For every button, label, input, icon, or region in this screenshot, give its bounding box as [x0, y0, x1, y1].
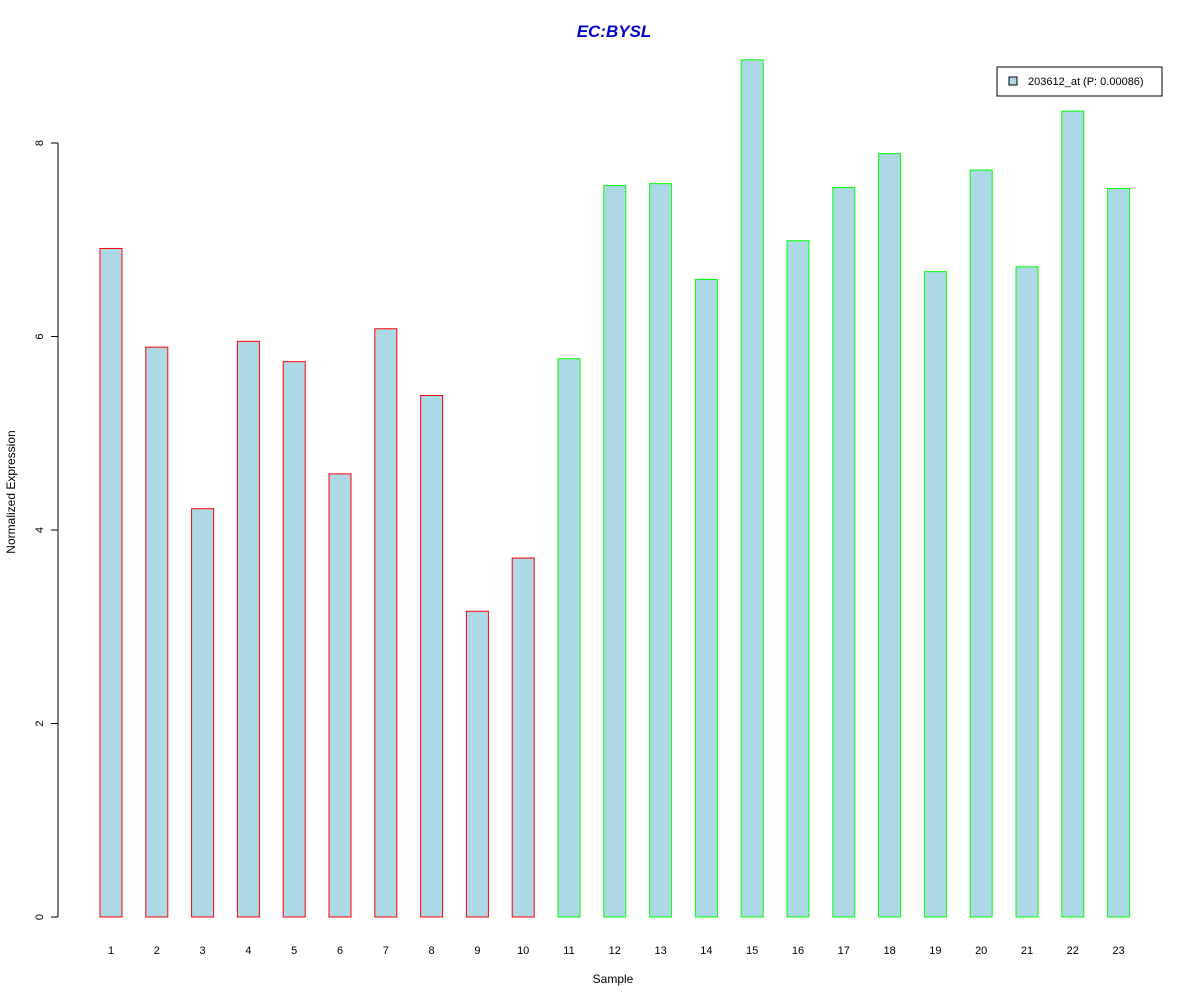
x-tick-label: 22	[1067, 945, 1079, 957]
x-tick-label: 5	[291, 945, 297, 957]
bar-sample-9	[465, 610, 489, 918]
x-tick-label: 1	[108, 945, 114, 957]
x-tick-label: 21	[1021, 945, 1033, 957]
bar-sample-23	[1107, 187, 1131, 918]
y-tick-label: 0	[34, 914, 46, 920]
bar-sample-22	[1061, 110, 1085, 918]
legend-swatch	[1008, 76, 1018, 86]
x-tick-label: 11	[563, 945, 574, 957]
bar-sample-17	[832, 187, 856, 918]
bar-sample-5	[282, 361, 306, 918]
x-tick-label: 3	[200, 945, 206, 957]
bar-sample-2	[145, 346, 169, 918]
x-axis-label: Sample	[593, 972, 634, 986]
x-tick-label: 14	[700, 945, 712, 957]
x-tick-label: 10	[517, 945, 529, 957]
x-tick-label: 2	[154, 945, 160, 957]
bars	[99, 59, 1131, 918]
bar-sample-12	[603, 185, 627, 918]
y-tick-label: 8	[34, 140, 46, 146]
bar-sample-7	[374, 328, 398, 918]
x-tick-label: 18	[883, 945, 895, 957]
legend-label: 203612_at (P: 0.00086)	[1028, 76, 1144, 88]
bar-sample-6	[328, 473, 352, 918]
y-tick-label: 2	[34, 720, 46, 726]
bar-sample-8	[420, 395, 444, 918]
x-tick-label: 16	[792, 945, 804, 957]
bar-sample-1	[99, 247, 123, 918]
y-axis-label: Normalized Expression	[4, 430, 18, 553]
x-tick-label: 15	[746, 945, 758, 957]
bar-sample-11	[557, 358, 581, 918]
x-tick-label: 4	[245, 945, 251, 957]
x-tick-label: 13	[654, 945, 666, 957]
bar-sample-15	[740, 59, 764, 918]
x-tick-label: 7	[383, 945, 389, 957]
bar-sample-14	[694, 278, 718, 918]
x-tick-label: 17	[838, 945, 850, 957]
bar-sample-21	[1015, 266, 1039, 918]
x-tick-label: 20	[975, 945, 987, 957]
x-tick-label: 6	[337, 945, 343, 957]
y-tick-label: 4	[34, 527, 46, 533]
bar-sample-16	[786, 240, 810, 918]
x-tick-labels: 1 2 3 4 5 6 7 8 9 10 11 12 13 14 15 16 17 18 19 20 21 22 23	[108, 945, 1125, 957]
y-axis: 0 2 4 6 8	[34, 140, 59, 920]
bar-sample-3	[191, 508, 215, 918]
x-tick-label: 19	[929, 945, 941, 957]
x-tick-label: 12	[609, 945, 621, 957]
bar-sample-19	[923, 271, 947, 918]
chart-title: EC:BYSL	[577, 22, 652, 41]
legend-box	[996, 66, 1163, 97]
x-tick-label: 9	[474, 945, 480, 957]
bar-sample-4	[236, 340, 260, 918]
x-tick-label: 8	[429, 945, 435, 957]
bar-sample-18	[878, 153, 902, 918]
bar-sample-20	[969, 169, 993, 918]
y-tick-label: 6	[34, 333, 46, 339]
x-tick-label: 23	[1112, 945, 1124, 957]
bar-sample-10	[511, 557, 535, 918]
legend: 203612_at (P: 0.00086)	[996, 66, 1163, 97]
bar-sample-13	[649, 183, 673, 918]
